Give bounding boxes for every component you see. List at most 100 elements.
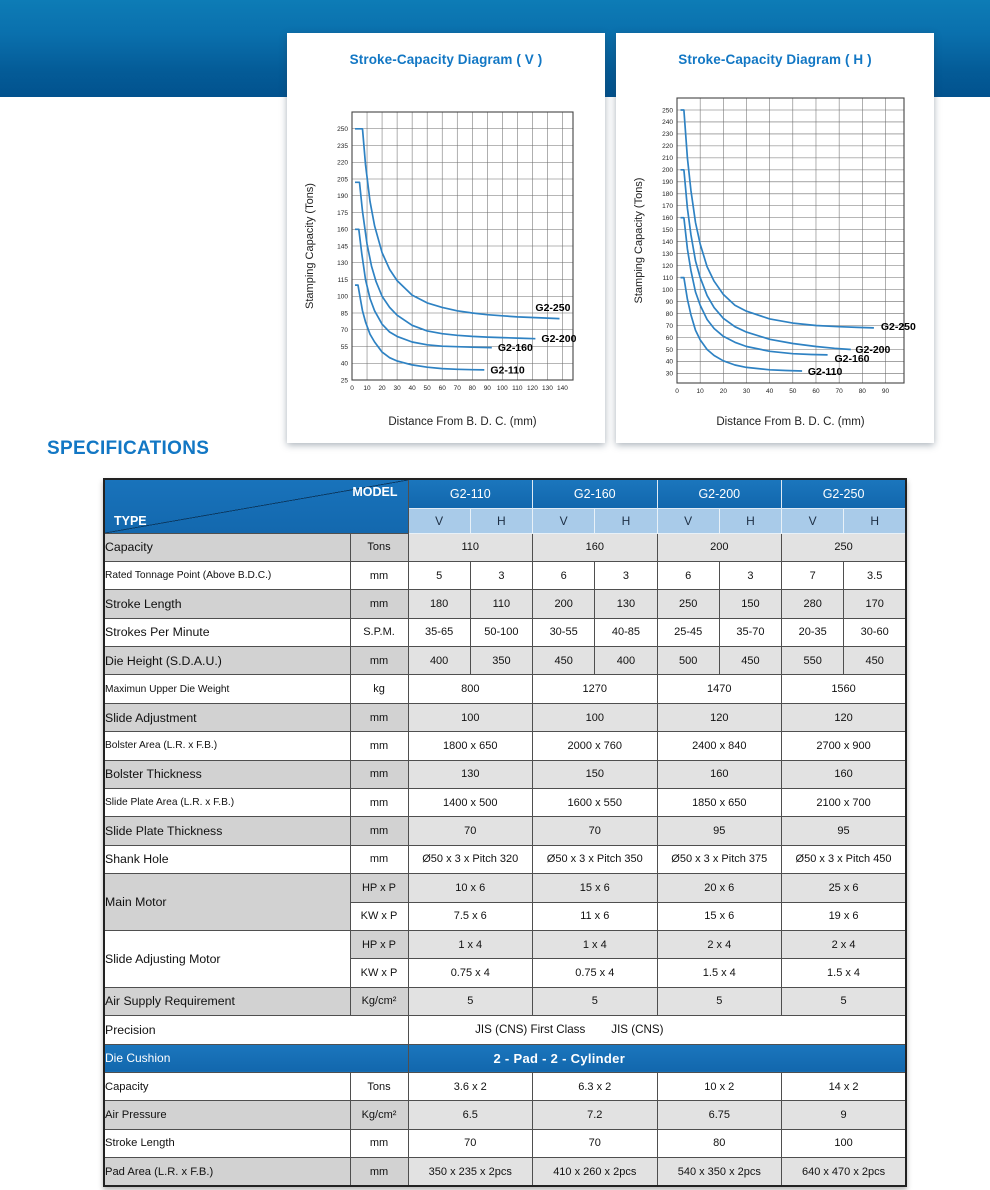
y-axis-label: Stamping Capacity (Tons): [304, 183, 316, 309]
row-unit: Kg/cm²: [349, 1100, 409, 1130]
svg-text:30: 30: [743, 388, 751, 395]
row-unit: mm: [349, 646, 409, 676]
row-label: Stroke Length: [103, 589, 351, 619]
svg-text:20: 20: [720, 388, 728, 395]
row-unit: Kg/cm²: [349, 986, 409, 1017]
svg-text:210: 210: [662, 155, 673, 162]
value-G2-110: 800: [407, 674, 534, 704]
svg-text:150: 150: [662, 227, 673, 234]
svg-text:170: 170: [662, 203, 673, 210]
svg-text:160: 160: [662, 215, 673, 222]
svg-text:40: 40: [409, 385, 417, 392]
value-G2-250: 640 x 470 x 2pcs: [781, 1157, 907, 1187]
value-G2-200: 15 x 6: [656, 901, 783, 931]
svg-text:40: 40: [666, 359, 674, 366]
curve-label-G2-160: G2-160: [498, 342, 533, 354]
svg-text:60: 60: [439, 385, 447, 392]
stroke-capacity-chart-v: 0 10 20 30 40 50 60 70 80 90 100 110 120 130 140 25 40 55…: [304, 111, 577, 428]
row-label: Slide Adjustment: [103, 702, 351, 733]
chart-title-h: Stroke-Capacity Diagram ( H ): [678, 52, 872, 67]
row-unit: mm: [349, 1128, 409, 1159]
value-G2-250: 9: [781, 1100, 907, 1130]
svg-text:55: 55: [341, 344, 349, 351]
value-G2-200: 1470: [656, 674, 783, 704]
svg-text:60: 60: [666, 335, 674, 342]
svg-text:235: 235: [337, 143, 348, 150]
value-G2-250: 25 x 6: [781, 873, 907, 903]
value-G2-110-V: 400: [407, 646, 471, 676]
value-G2-250-H: 3.5: [843, 560, 907, 591]
value-G2-200: 6.75: [656, 1100, 783, 1130]
row-label: Rated Tonnage Point (Above B.D.C.): [103, 560, 351, 591]
row-label: Strokes Per Minute: [103, 617, 351, 648]
row-unit: mm: [349, 1157, 409, 1187]
row-unit: S.P.M.: [349, 617, 409, 648]
plot-frame: [351, 111, 574, 381]
table-row-0: Capacity Tons 110 160 200 250: [103, 532, 907, 562]
value-G2-200: 160: [656, 759, 783, 790]
value-G2-250: 160: [781, 759, 907, 790]
row-unit: Tons: [349, 532, 409, 562]
row-unit: HP x P: [349, 929, 409, 960]
svg-text:30: 30: [393, 385, 401, 392]
value-G2-160: 7.2: [532, 1100, 658, 1130]
value-G2-250: 2100 x 700: [781, 788, 907, 818]
value-G2-250-H: 30-60: [843, 617, 907, 648]
curve-G2-200: [680, 168, 851, 351]
value-G2-250-H: 450: [843, 646, 907, 676]
value-G2-160: 6.3 x 2: [532, 1071, 658, 1102]
specifications-heading: SPECIFICATIONS: [47, 438, 210, 459]
table-row-10: Slide Plate Thickness mm 70 70 95 95: [103, 816, 907, 846]
specifications-table-container: MODEL TYPE G2-110 G2-160 G2-200 G2-250 V H V H V H V…: [103, 478, 908, 1187]
value-G2-160-H: 400: [594, 646, 658, 676]
value-G2-110-V: 5: [407, 560, 471, 591]
table-row-3: Strokes Per Minute S.P.M. 35-65 50-100 30-55…: [103, 617, 907, 648]
value-G2-110-H: 3: [469, 560, 534, 591]
value-G2-160: 5: [532, 986, 658, 1017]
value-G2-250-V: 550: [781, 646, 845, 676]
curve-G2-160: [355, 228, 492, 349]
row-label: Die Height (S.D.A.U.): [103, 646, 351, 676]
table-row-13: KW x P 7.5 x 6 11 x 6 15 x 6 19 x 6: [104, 901, 907, 931]
value-G2-250-V: 20-35: [781, 617, 845, 648]
row-label: Slide Plate Thickness: [103, 816, 351, 846]
curve-G2-110: [355, 284, 485, 371]
value-G2-200: Ø50 x 3 x Pitch 375: [656, 844, 783, 875]
row-label: Air Pressure: [103, 1100, 351, 1130]
stroke-capacity-chart-h: 0 10 20 30 40 50 60 70 80 90 30 40 50 60 70 80 90 100 110 1…: [633, 97, 916, 428]
svg-text:50: 50: [666, 347, 674, 354]
svg-text:100: 100: [337, 294, 348, 301]
x-axis-label: Distance From B. D. C. (mm): [388, 416, 536, 428]
value-G2-160-V: 30-55: [532, 617, 596, 648]
subcol-header-G2-110-V: V: [407, 507, 471, 534]
svg-text:130: 130: [662, 251, 673, 258]
value-G2-110: 5: [407, 986, 534, 1017]
chart-card-h: 0 10 20 30 40 50 60 70 80 90 30 40 50 60 70 80 90 100 110 1…: [616, 33, 934, 443]
value-G2-110-H: 350: [469, 646, 534, 676]
curve-G2-250: [680, 109, 874, 329]
row-label: Air Supply Requirement: [103, 986, 351, 1017]
svg-text:70: 70: [341, 327, 349, 334]
svg-text:180: 180: [662, 191, 673, 198]
model-header-G2-200: G2-200: [656, 478, 783, 509]
svg-text:190: 190: [337, 193, 348, 200]
value-G2-160: 11 x 6: [532, 901, 658, 931]
svg-text:100: 100: [662, 287, 673, 294]
subcol-header-G2-250-V: V: [781, 507, 845, 534]
value-G2-110: 3.6 x 2: [407, 1071, 534, 1102]
value-G2-160: 15 x 6: [532, 873, 658, 903]
table-row-18: Die Cushion 2 - Pad - 2 - Cylinder: [103, 1043, 907, 1073]
svg-text:240: 240: [662, 119, 673, 126]
svg-text:60: 60: [812, 388, 820, 395]
value-G2-200: 2 x 4: [656, 929, 783, 960]
value-G2-200-V: 25-45: [656, 617, 720, 648]
curve-G2-250: [355, 127, 560, 320]
value-G2-250: 120: [781, 702, 907, 733]
svg-text:90: 90: [666, 299, 674, 306]
value-G2-160: Ø50 x 3 x Pitch 350: [532, 844, 658, 875]
die-cushion-header-value: 2 - Pad - 2 - Cylinder: [407, 1043, 907, 1073]
svg-text:140: 140: [557, 385, 568, 392]
model-corner-label: MODEL: [352, 485, 398, 499]
value-G2-160: 2000 x 760: [532, 731, 658, 761]
svg-text:110: 110: [512, 385, 523, 392]
